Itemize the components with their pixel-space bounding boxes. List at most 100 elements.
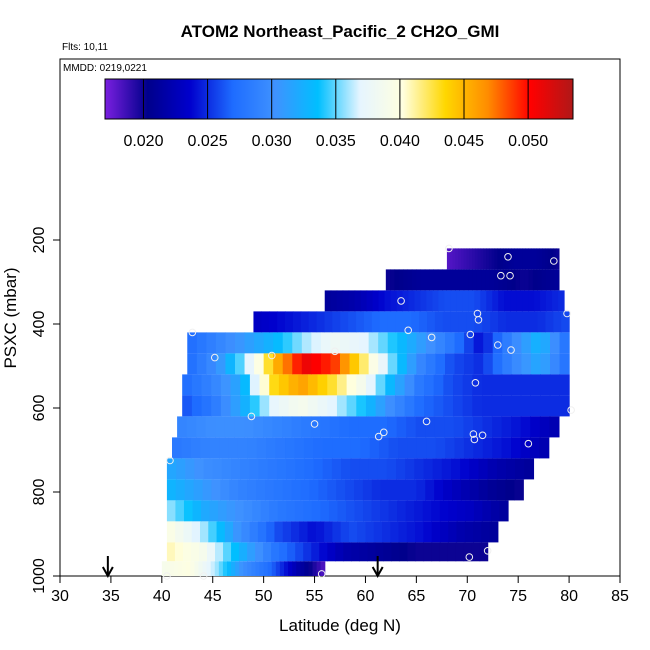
- heat-cell: [398, 269, 404, 291]
- heat-cell: [471, 542, 481, 562]
- heat-cell: [313, 437, 324, 459]
- heat-cell: [190, 437, 201, 459]
- heat-cell: [445, 332, 456, 354]
- heat-cell: [528, 269, 534, 291]
- heat-cell: [301, 332, 312, 354]
- heat-cell: [320, 416, 331, 438]
- heat-cell: [458, 311, 468, 333]
- heat-cell: [396, 290, 404, 312]
- heat-cell: [201, 374, 212, 396]
- heat-cell: [196, 353, 207, 375]
- heat-cell: [474, 290, 481, 312]
- heat-cell: [462, 374, 473, 396]
- sample-point: [466, 330, 475, 339]
- heat-cell: [511, 269, 517, 291]
- heat-cell: [206, 353, 217, 375]
- y-axis-label: PSXC (mbar): [1, 267, 20, 368]
- heat-cell: [403, 311, 412, 333]
- heat-cell: [175, 500, 185, 522]
- heat-cell: [385, 395, 396, 417]
- sample-point: [504, 252, 512, 261]
- heat-cell: [476, 269, 482, 291]
- sample-point: [422, 417, 431, 426]
- heat-cell: [501, 437, 512, 459]
- heat-cell: [497, 248, 501, 270]
- heat-cell: [443, 395, 454, 417]
- heat-cell: [339, 416, 350, 438]
- heat-cell: [416, 437, 427, 459]
- dates-label: MMDD: 0219,0221: [63, 63, 147, 74]
- heat-cell: [315, 521, 325, 543]
- heat-cell: [502, 332, 513, 354]
- heat-cell: [462, 290, 469, 312]
- heat-cell: [276, 458, 287, 480]
- heat-cell: [292, 561, 297, 576]
- heat-cell: [452, 248, 456, 270]
- heat-cell: [371, 311, 381, 333]
- heat-cell: [313, 458, 324, 480]
- heat-cell: [249, 374, 261, 396]
- heat-cell: [324, 521, 333, 543]
- heat-cell: [385, 374, 396, 396]
- heat-cell: [327, 542, 336, 562]
- heat-cell: [235, 353, 246, 375]
- heat-cell: [247, 479, 257, 501]
- y-tick-label: 800: [31, 479, 48, 506]
- heat-cell: [330, 332, 341, 354]
- heat-cell: [209, 437, 220, 459]
- heat-cell: [202, 561, 208, 576]
- sample-point: [478, 431, 487, 440]
- heat-cell: [175, 521, 185, 543]
- heat-cell: [489, 269, 495, 291]
- heat-cell: [478, 479, 489, 501]
- heat-cell: [521, 353, 532, 375]
- heat-cell: [396, 458, 406, 480]
- heat-cell: [515, 458, 525, 480]
- heat-cell: [530, 332, 542, 354]
- heat-cell: [442, 269, 447, 291]
- heat-cell: [230, 395, 241, 417]
- heat-cell: [469, 458, 480, 480]
- heat-cell: [378, 353, 389, 375]
- heat-cell: [398, 521, 408, 543]
- sample-point: [483, 547, 492, 555]
- heat-cell: [354, 479, 364, 501]
- colorbar-tick-label: 0.025: [188, 133, 228, 150]
- heat-cell: [177, 416, 188, 438]
- heat-cell: [166, 500, 177, 522]
- sample-point: [507, 346, 515, 354]
- heat-cell: [214, 561, 220, 576]
- heat-cell: [482, 374, 493, 396]
- heat-cell: [492, 416, 503, 438]
- heat-cell: [277, 500, 287, 522]
- heat-cell: [366, 290, 374, 312]
- heat-cell: [404, 395, 415, 417]
- heat-cell: [308, 561, 314, 576]
- heat-cell: [206, 332, 217, 354]
- heat-cell: [530, 395, 541, 417]
- heat-cell: [480, 248, 484, 270]
- heat-cell: [256, 479, 266, 501]
- heat-cell: [260, 500, 270, 522]
- heat-cell: [458, 248, 462, 270]
- heat-cell: [429, 269, 435, 291]
- colorbar-tick-label: 0.020: [123, 133, 163, 150]
- heat-cell: [243, 416, 255, 438]
- heat-cell: [491, 395, 502, 417]
- heat-cell: [201, 500, 211, 522]
- heat-cell: [406, 353, 417, 375]
- heat-cell: [473, 500, 484, 522]
- colorbar-tick-label: 0.040: [380, 133, 420, 150]
- heat-cell: [474, 248, 479, 270]
- heat-cell: [181, 437, 192, 459]
- heat-cell: [368, 458, 379, 480]
- heat-cell: [439, 542, 449, 562]
- heat-cell: [282, 332, 293, 354]
- heat-cell: [327, 479, 337, 501]
- heat-cell: [481, 269, 486, 291]
- heat-cell: [397, 500, 407, 522]
- heat-cell: [320, 561, 326, 576]
- heat-cell: [415, 542, 425, 562]
- heat-cell: [222, 561, 228, 576]
- heat-cell: [433, 395, 444, 417]
